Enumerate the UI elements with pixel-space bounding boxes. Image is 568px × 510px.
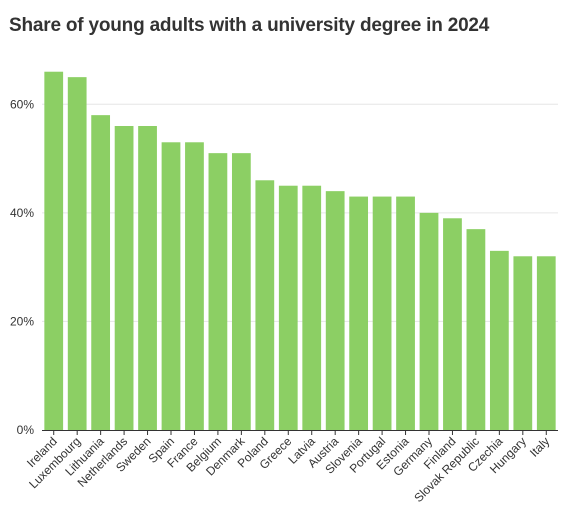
- bar-slovenia[interactable]: [349, 196, 369, 430]
- bar-luxembourg[interactable]: [67, 77, 87, 431]
- bar-denmark[interactable]: [231, 153, 251, 430]
- bar-spain[interactable]: [161, 142, 181, 431]
- bar-portugal[interactable]: [372, 196, 392, 430]
- bar-czechia[interactable]: [489, 250, 509, 430]
- bar-finland[interactable]: [443, 218, 462, 430]
- bar-poland[interactable]: [255, 180, 275, 430]
- x-tick-label: Italy: [527, 434, 552, 459]
- bar-france[interactable]: [185, 142, 204, 431]
- y-tick-label: 40%: [10, 206, 34, 220]
- bar-estonia[interactable]: [396, 196, 415, 430]
- bar-lithuania[interactable]: [91, 115, 111, 431]
- y-tick-label: 0%: [17, 423, 35, 437]
- bar-greece[interactable]: [278, 185, 298, 430]
- y-tick-label: 60%: [10, 97, 34, 111]
- y-tick-label: 20%: [10, 314, 34, 328]
- bar-slovak-republic[interactable]: [466, 229, 486, 430]
- bar-latvia[interactable]: [302, 185, 322, 430]
- bar-sweden[interactable]: [138, 126, 157, 430]
- bar-netherlands[interactable]: [114, 126, 134, 430]
- bar-austria[interactable]: [325, 191, 345, 430]
- x-axis-ticks: IrelandLuxembourgLithuaniaNetherlandsSwe…: [24, 430, 552, 505]
- bar-hungary[interactable]: [513, 256, 533, 430]
- bar-italy[interactable]: [536, 256, 556, 430]
- y-axis-ticks: 0% 20% 40% 60%: [10, 97, 34, 437]
- bars: [44, 71, 556, 431]
- bar-ireland[interactable]: [44, 71, 64, 430]
- chart-title: Share of young adults with a university …: [9, 15, 490, 36]
- bar-belgium[interactable]: [208, 153, 228, 430]
- bar-germany[interactable]: [419, 212, 439, 430]
